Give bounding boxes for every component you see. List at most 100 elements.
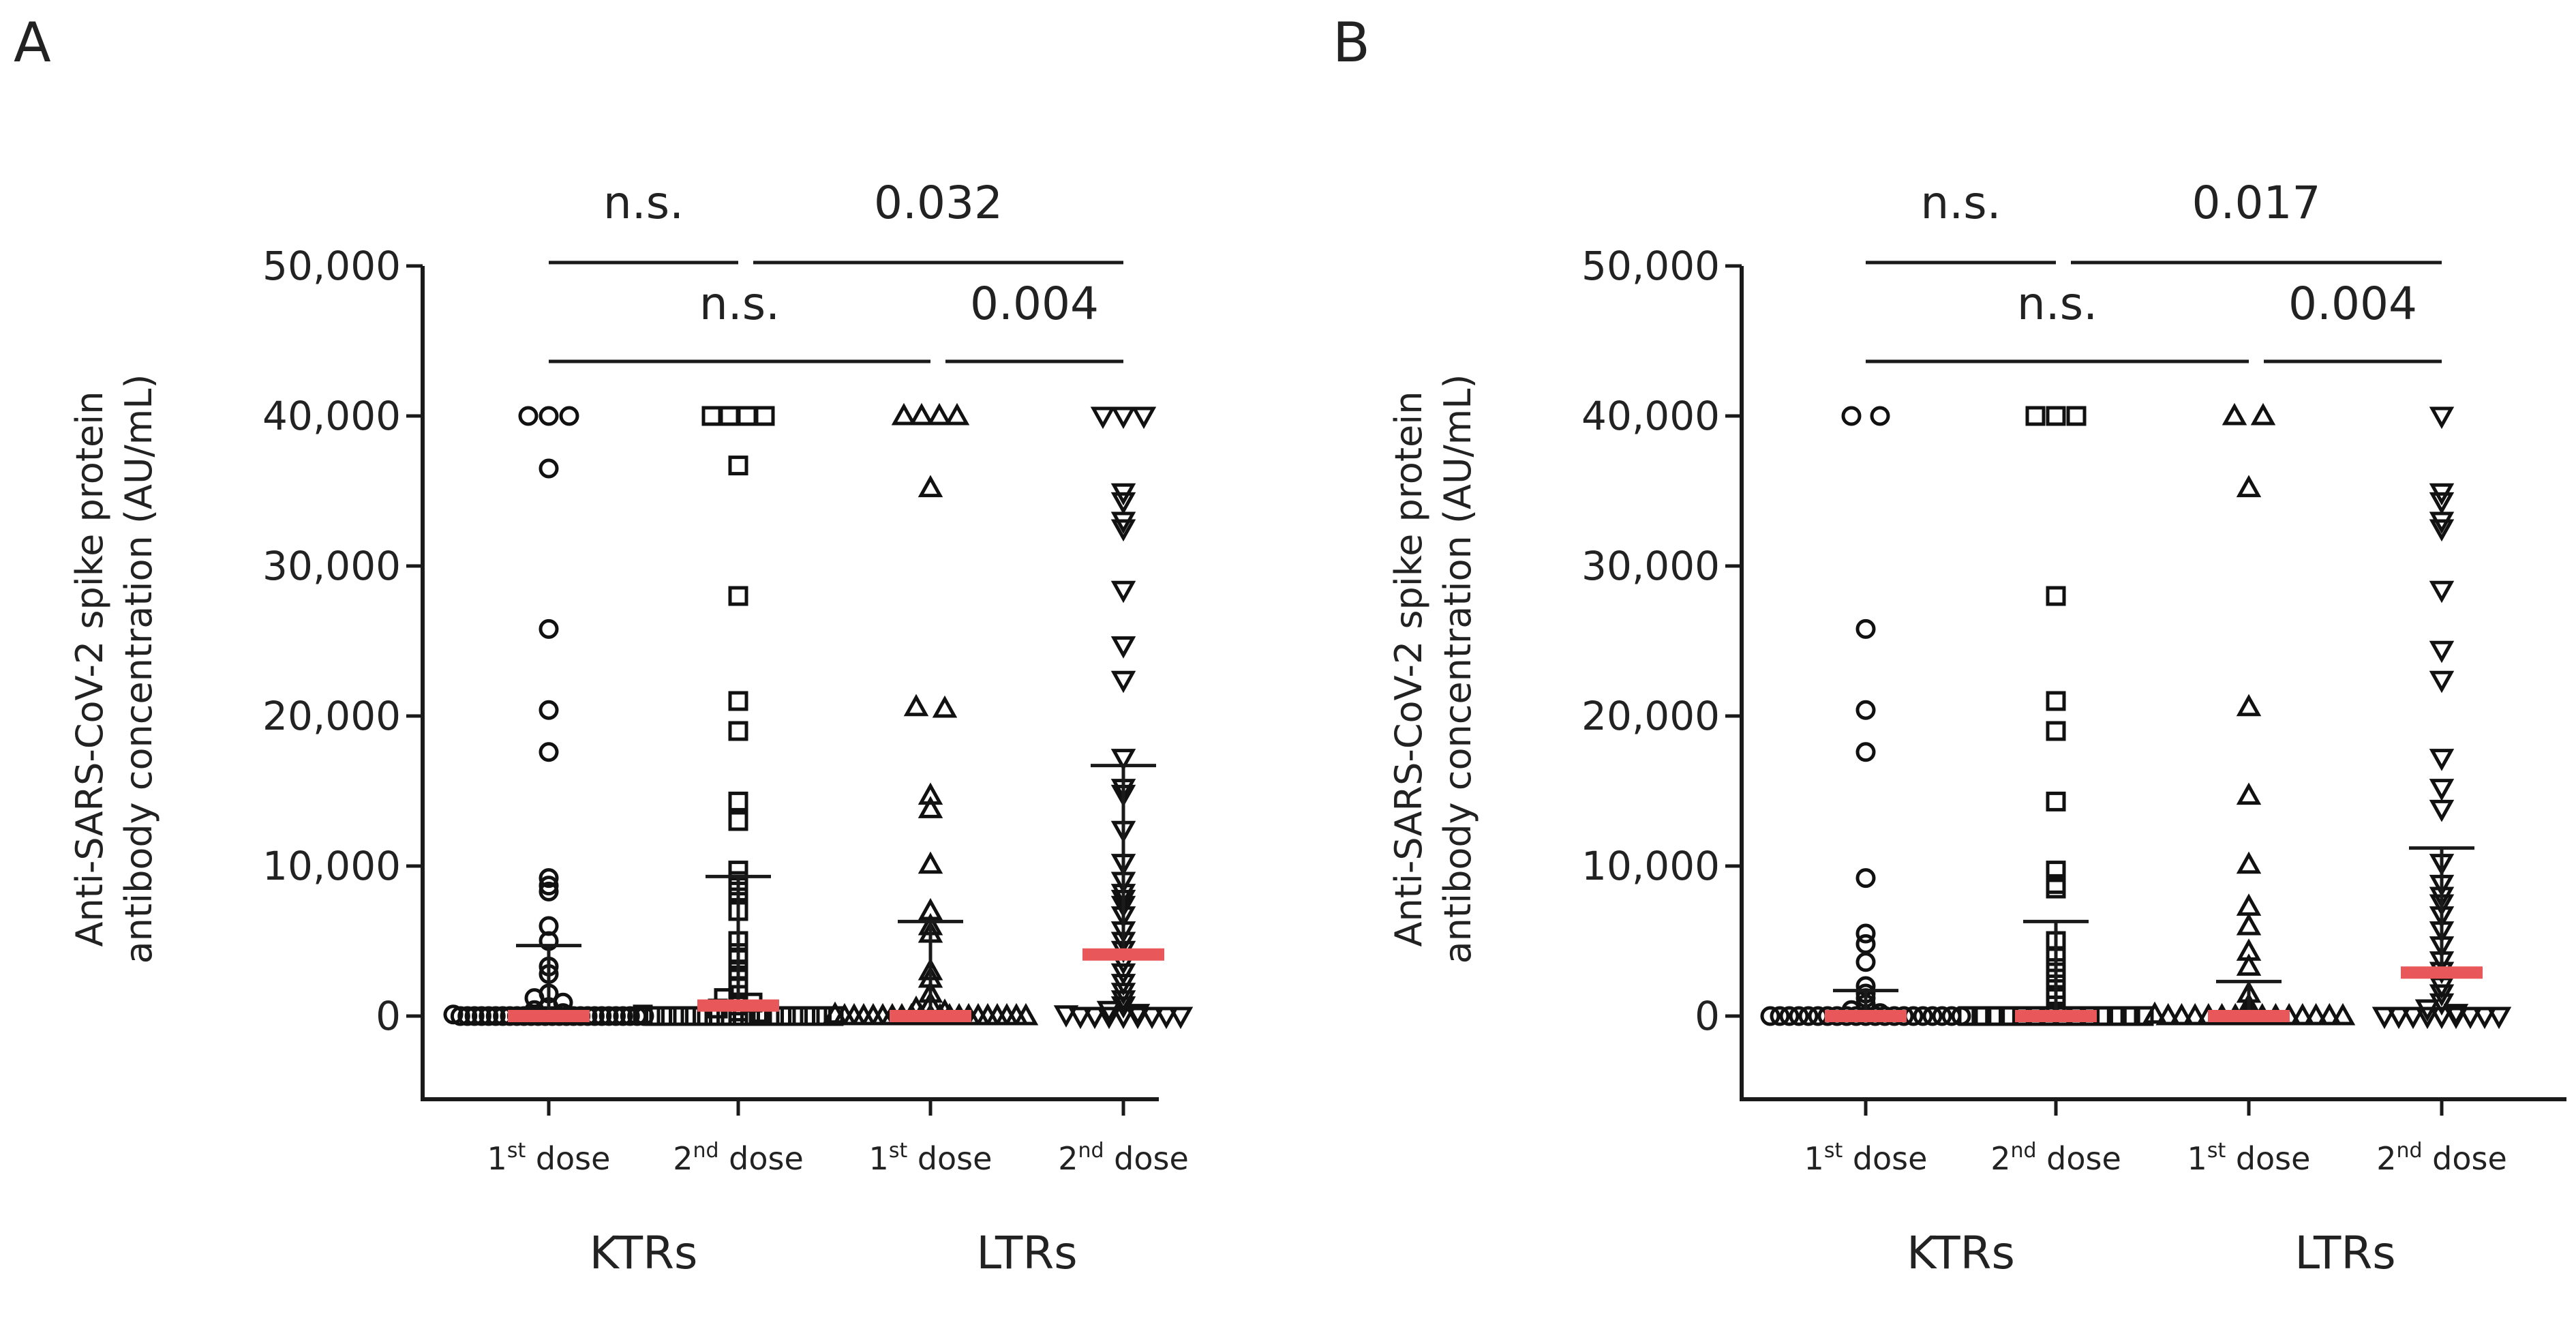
group-label: KTRs xyxy=(1907,1227,2015,1279)
data-point xyxy=(2429,640,2455,664)
data-point xyxy=(2182,1002,2208,1026)
data-point xyxy=(918,475,943,498)
x-tick-label-word: dose xyxy=(2423,1140,2507,1177)
data-point xyxy=(719,406,740,426)
y-axis-title-line: Anti-SARS-CoV-2 spike protein xyxy=(68,391,111,947)
data-point xyxy=(2472,1007,2498,1030)
data-point xyxy=(1110,1007,1136,1030)
data-point xyxy=(1110,749,1136,771)
data-point xyxy=(471,1006,491,1026)
data-point xyxy=(1110,519,1136,542)
data-point xyxy=(728,586,748,606)
x-tick-label-word: dose xyxy=(1843,1140,1927,1177)
data-point xyxy=(2222,402,2247,426)
data-point xyxy=(1125,1007,1151,1030)
x-tick-label-suffix: nd xyxy=(693,1139,718,1163)
data-point xyxy=(1913,1006,1933,1026)
data-point xyxy=(669,1006,688,1026)
panel-a: A 0 10,000 20,000 30,000 40,000 50,000 Anti-SAR… xyxy=(14,11,1194,1279)
data-point xyxy=(645,1006,665,1026)
data-point xyxy=(539,868,559,889)
y-tick-label: 10,000 xyxy=(262,843,401,889)
y-tick-label: 10,000 xyxy=(1581,843,1720,889)
significance-label: n.s. xyxy=(603,177,684,229)
data-point xyxy=(2303,1002,2329,1026)
y-tick-label: 0 xyxy=(1695,993,1720,1039)
x-tick-label-suffix: st xyxy=(2207,1139,2226,1163)
data-point xyxy=(728,721,748,741)
data-point xyxy=(633,1004,653,1025)
data-point xyxy=(2046,691,2066,711)
x-tick-label-word: dose xyxy=(2037,1140,2121,1177)
data-point xyxy=(1110,636,1136,659)
data-point xyxy=(2250,402,2276,426)
data-point xyxy=(1855,700,1876,720)
data-point xyxy=(918,851,943,874)
data-point xyxy=(606,1006,626,1026)
data-point xyxy=(2046,791,2066,811)
y-tick-label: 20,000 xyxy=(262,693,401,739)
y-axis-title-line: antibody concentration (AU/mL) xyxy=(117,374,160,964)
x-tick-label: 2nd dose xyxy=(1058,1139,1189,1177)
data-point xyxy=(2457,1007,2483,1030)
data-point xyxy=(701,406,722,426)
x-tick-label: 2nd dose xyxy=(2376,1139,2507,1177)
x-tick-label-suffix: nd xyxy=(2396,1139,2422,1163)
data-point xyxy=(2046,878,2066,899)
data-point xyxy=(1110,580,1136,603)
data-point xyxy=(2386,1007,2412,1030)
data-point xyxy=(2236,475,2262,498)
data-point xyxy=(2169,1002,2194,1026)
data-point xyxy=(728,691,748,711)
x-tick-label: 1st dose xyxy=(869,1139,992,1177)
data-point xyxy=(539,881,559,901)
data-point xyxy=(539,700,559,720)
data-point xyxy=(2046,406,2066,426)
y-tick-label: 0 xyxy=(376,993,401,1039)
data-point xyxy=(539,458,559,479)
data-point xyxy=(1013,1002,1039,1026)
data-point xyxy=(485,1006,506,1026)
x-tick-label-word: dose xyxy=(907,1140,992,1177)
data-point xyxy=(2330,1002,2356,1026)
data-point xyxy=(1855,934,1876,954)
data-point xyxy=(2236,782,2262,805)
panel-label: B xyxy=(1333,11,1370,74)
data-point xyxy=(457,1006,478,1026)
x-tick-label-suffix: nd xyxy=(1078,1139,1104,1163)
y-tick-label: 50,000 xyxy=(262,243,401,289)
data-point xyxy=(1855,618,1876,639)
data-point xyxy=(1798,1006,1819,1026)
data-point xyxy=(1053,1005,1079,1028)
data-point xyxy=(1110,963,1136,986)
data-point xyxy=(559,406,579,426)
data-point xyxy=(788,1006,808,1026)
data-point xyxy=(2486,1007,2512,1030)
data-point xyxy=(2429,1007,2455,1030)
data-point xyxy=(2236,953,2262,976)
data-point xyxy=(1779,1006,1800,1026)
data-point xyxy=(518,406,539,426)
x-tick-label-number: 1 xyxy=(1804,1140,1824,1177)
data-point xyxy=(728,811,748,831)
data-point xyxy=(1153,1007,1179,1030)
data-point xyxy=(932,695,958,718)
data-point xyxy=(2046,586,2066,606)
data-point xyxy=(539,618,559,639)
data-point xyxy=(1971,1006,1992,1026)
data-point xyxy=(450,1006,470,1026)
data-point xyxy=(1958,1006,1978,1026)
data-point xyxy=(2236,893,2262,916)
x-tick-label-word: dose xyxy=(526,1140,610,1177)
data-point xyxy=(479,1006,499,1026)
data-point xyxy=(2429,799,2455,822)
significance-label: n.s. xyxy=(1920,177,2001,229)
data-point xyxy=(1922,1006,1943,1026)
data-point xyxy=(1770,1006,1790,1026)
data-point xyxy=(1168,1007,1194,1030)
data-point xyxy=(2236,851,2262,874)
data-point xyxy=(918,782,943,805)
data-point xyxy=(1932,1006,1952,1026)
significance-label: 0.017 xyxy=(2192,177,2321,229)
y-tick-label: 40,000 xyxy=(262,393,401,439)
